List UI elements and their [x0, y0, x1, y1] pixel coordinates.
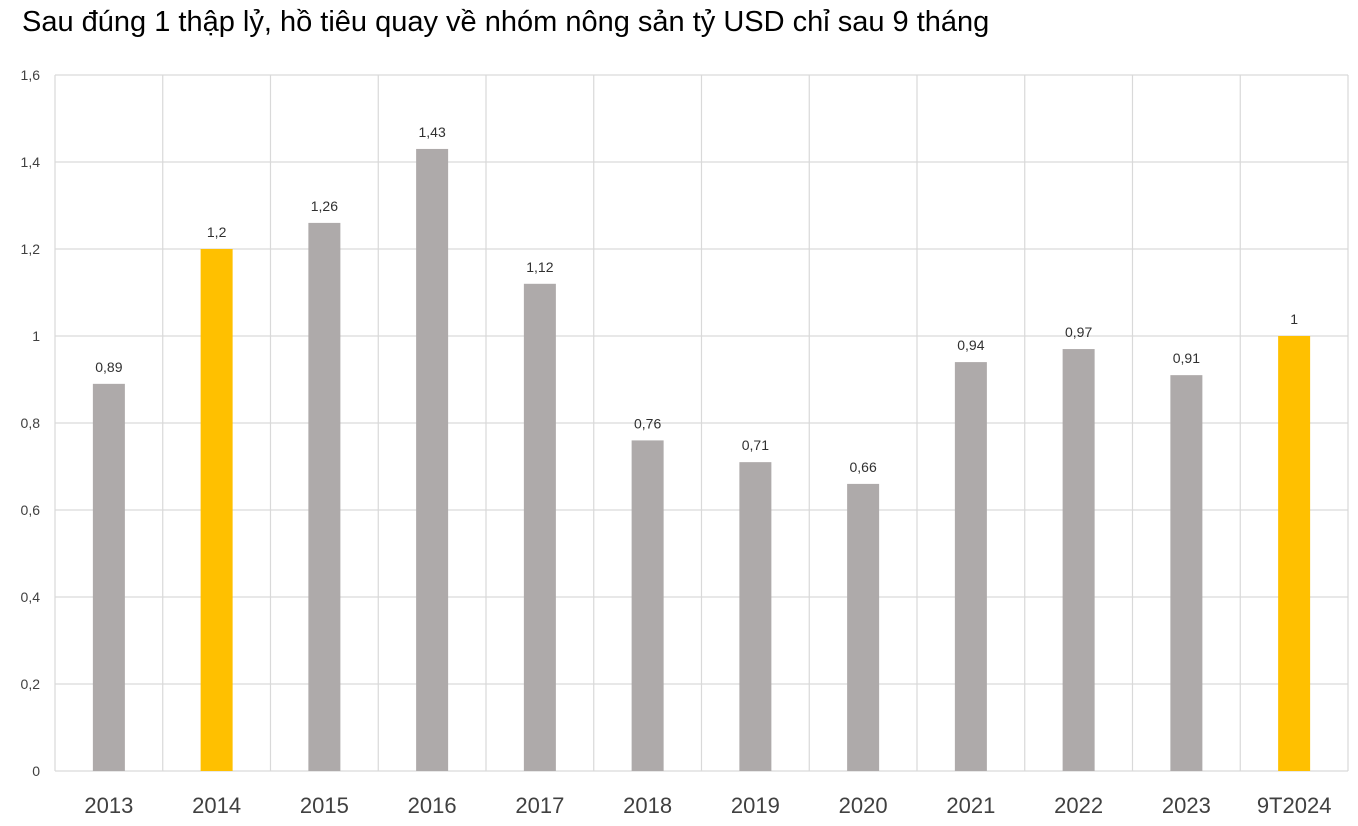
x-tick-label-2018: 2018 [623, 793, 672, 818]
bar-2022 [1062, 349, 1095, 771]
bar-2016 [416, 148, 449, 771]
y-tick-label: 1,2 [21, 241, 41, 257]
data-label-2023: 0,91 [1173, 350, 1200, 366]
bar-2023 [1170, 375, 1203, 771]
data-labels: 0,89 1,2 1,26 1,43 1,12 0,76 0,71 0,66 0,94 0,97 0… [95, 124, 1298, 475]
bar-2014 [200, 249, 233, 771]
y-tick-label: 1,6 [21, 67, 41, 83]
x-tick-label-2019: 2019 [731, 793, 780, 818]
data-label-2015: 1,26 [311, 198, 338, 214]
data-label-2013: 0,89 [95, 359, 122, 375]
x-tick-label-2013: 2013 [84, 793, 133, 818]
x-tick-label-2021: 2021 [946, 793, 995, 818]
y-tick-label: 0,8 [21, 415, 41, 431]
bar-2021 [954, 362, 987, 771]
data-label-2016: 1,43 [419, 124, 446, 140]
bar-2018 [631, 440, 664, 771]
data-label-2020: 0,66 [850, 459, 877, 475]
bar-2019 [739, 462, 772, 771]
data-label-2019: 0,71 [742, 437, 769, 453]
gridlines [54, 74, 1349, 772]
x-tick-label-2020: 2020 [839, 793, 888, 818]
y-tick-label: 1 [32, 328, 40, 344]
bars [92, 148, 1311, 771]
data-label-2021: 0,94 [957, 337, 984, 353]
data-label-2014: 1,2 [207, 224, 227, 240]
data-label-2017: 1,12 [526, 259, 553, 275]
x-axis-ticks: 2013 2014 2015 2016 2017 2018 2019 2020 2021 2022… [84, 793, 1331, 818]
y-tick-label: 0,4 [21, 589, 41, 605]
bar-2013 [92, 383, 125, 771]
y-tick-label: 0,6 [21, 502, 41, 518]
data-label-2022: 0,97 [1065, 324, 1092, 340]
y-tick-label: 0 [32, 763, 40, 779]
x-tick-label-2014: 2014 [192, 793, 241, 818]
chart-title: Sau đúng 1 thập lỷ, hồ tiêu quay về nhóm… [22, 6, 990, 38]
x-tick-label-2022: 2022 [1054, 793, 1103, 818]
data-label-2018: 0,76 [634, 415, 661, 431]
bar-2020 [847, 483, 880, 771]
bar-2017 [523, 283, 556, 771]
data-label-9T2024: 1 [1290, 311, 1298, 327]
y-tick-label: 0,2 [21, 676, 41, 692]
x-tick-label-2023: 2023 [1162, 793, 1211, 818]
bar-2015 [308, 222, 341, 771]
x-tick-label-9T2024: 9T2024 [1257, 793, 1332, 818]
x-tick-label-2016: 2016 [408, 793, 457, 818]
y-axis-ticks: 0 0,2 0,4 0,6 0,8 1 1,2 1,4 1,6 [21, 67, 41, 779]
y-tick-label: 1,4 [21, 154, 41, 170]
bar-9T2024 [1278, 336, 1311, 771]
x-tick-label-2017: 2017 [515, 793, 564, 818]
x-tick-label-2015: 2015 [300, 793, 349, 818]
